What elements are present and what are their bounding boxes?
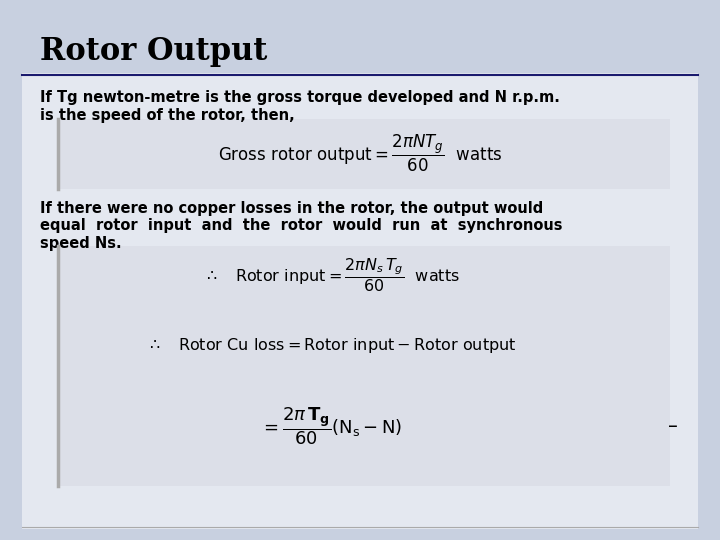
- FancyBboxPatch shape: [58, 246, 670, 486]
- Text: $\therefore \quad \mathrm{Rotor\ Cu\ loss} = \mathrm{Rotor\ input} - \mathrm{Rot: $\therefore \quad \mathrm{Rotor\ Cu\ los…: [146, 336, 516, 355]
- Text: If there were no copper losses in the rotor, the output would: If there were no copper losses in the ro…: [40, 201, 543, 216]
- Text: Rotor Output: Rotor Output: [40, 36, 267, 67]
- Text: is the speed of the rotor, then,: is the speed of the rotor, then,: [40, 108, 294, 123]
- Text: If Tg newton-metre is the gross torque developed and N r.p.m.: If Tg newton-metre is the gross torque d…: [40, 90, 559, 105]
- Text: equal  rotor  input  and  the  rotor  would  run  at  synchronous: equal rotor input and the rotor would ru…: [40, 218, 562, 233]
- Text: $\therefore \quad \mathrm{Rotor\ input} = \dfrac{2\pi N_s\, T_g}{60}\ \ \mathrm{: $\therefore \quad \mathrm{Rotor\ input} …: [203, 256, 459, 294]
- FancyBboxPatch shape: [22, 32, 698, 73]
- Text: speed Ns.: speed Ns.: [40, 236, 121, 251]
- FancyBboxPatch shape: [58, 119, 670, 189]
- FancyBboxPatch shape: [22, 32, 698, 529]
- Text: $= \dfrac{2\pi\, \mathbf{T_g}}{60}(\mathrm{N_s} - \mathrm{N})$: $= \dfrac{2\pi\, \mathbf{T_g}}{60}(\math…: [260, 406, 402, 447]
- Text: –: –: [668, 417, 678, 436]
- Text: $\mathrm{Gross\ rotor\ output} = \dfrac{2\pi N T_g}{60}\ \ \mathrm{watts}$: $\mathrm{Gross\ rotor\ output} = \dfrac{…: [217, 133, 503, 174]
